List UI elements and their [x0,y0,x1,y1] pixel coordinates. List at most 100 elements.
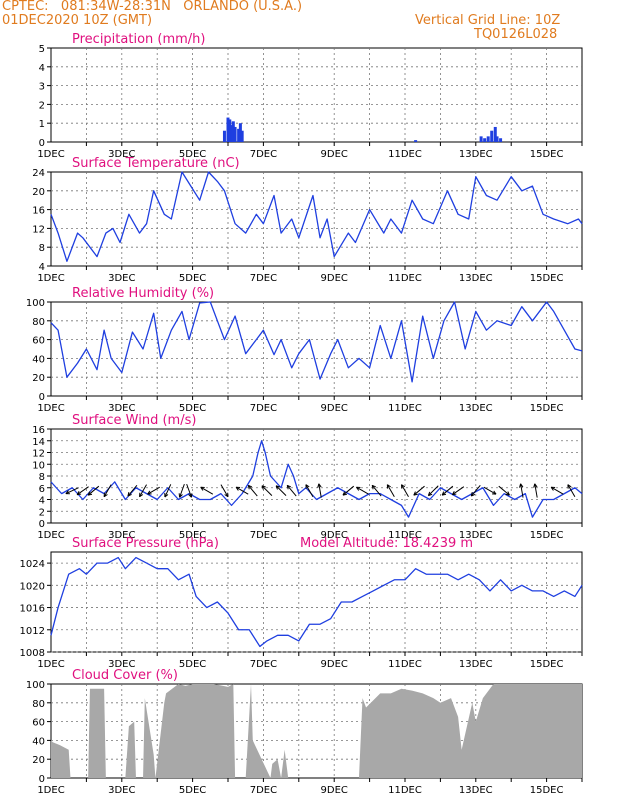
y-tick-label: 20 [32,755,45,766]
wind-arrow-shaft [76,486,89,496]
wind-arrow-head [87,493,93,496]
y-tick-label: 24 [32,168,45,179]
precip-bar [240,130,244,142]
y-tick-label: 3 [39,82,45,93]
wind-arrow-head [305,484,310,488]
wind-arrow-head [317,483,320,488]
x-tick-label: 9DEC [321,659,348,670]
wind-arrow [498,485,510,496]
y-tick-label: 60 [32,336,45,347]
panel-precip: 0 1 2 3 4 5 1DEC 3DEC 5DEC 7DEC 9DEC 11DEC 13DEC 15DE… [37,32,583,160]
y-tick-label: 100 [26,298,45,309]
y-tick-label: 2 [39,507,45,518]
x-tick-label: 9DEC [321,273,348,284]
x-tick-label: 7DEC [250,403,277,414]
wind-arrow-head [224,494,229,498]
wind-arrow-shaft [550,486,564,495]
wind-arrow [533,483,538,498]
wind-arrow-head [235,486,239,491]
wind-arrow-shaft [275,485,287,496]
y-tick-label: 0 [39,138,45,149]
wind-arrow-shaft [103,484,112,497]
wind-arrow-shaft [65,487,79,495]
wind-arrow-head [139,494,144,498]
wind-arrow-head [275,485,278,490]
x-tick-label: 13DEC [459,149,493,160]
header-line-1: CPTEC: 081:34W-28:31N ORLANDO (U.S.A.) [2,0,303,14]
wind-arrow-head [248,484,253,488]
x-tick-label: 15DEC [530,530,564,541]
wind-arrow-shaft [147,486,160,495]
wind-arrow-head [401,484,406,488]
panel-rh: 0 20 40 60 80 100 1DEC 3DEC 5DEC 7DEC 9DEC 11DEC 13D… [26,286,583,414]
wind-arrow-head [519,483,522,488]
wind-arrow-shaft [87,485,100,496]
wind-arrow-head [413,493,418,496]
panel-frame [50,301,583,397]
wind-arrow-shaft [498,485,510,496]
precip-bar [486,136,490,142]
precip-bar [228,119,232,142]
wind-arrow [103,484,112,498]
y-tick-label: 10 [32,460,45,471]
x-tick-label: 5DEC [179,149,206,160]
wind-arrow [220,484,229,498]
wind-arrow [286,484,297,497]
wind-arrow-head [493,490,497,495]
wind-arrow-shaft [179,483,185,498]
x-tick-label: 13DEC [459,659,493,670]
wind-arrow [483,486,497,495]
x-tick-label: 13DEC [459,403,493,414]
wind-arrow-head [147,490,151,495]
header-code: TQ0126L028 [474,27,558,42]
y-tick-label: 5 [39,44,45,55]
panel-frame [50,47,583,143]
wind-arrow [127,485,138,497]
y-tick-label: 40 [32,736,45,747]
wind-arrow [519,483,524,498]
x-tick-label: 5DEC [179,659,206,670]
wind-arrow-head [275,485,281,488]
wind-arrow-head [188,494,192,498]
y-tick-label: 12 [32,449,45,460]
wind-arrow [413,485,425,496]
x-tick-label: 7DEC [250,785,277,796]
wind-arrow-shaft [356,486,369,495]
precip-bar [226,117,230,142]
y-tick-label: 8 [39,243,45,254]
wind-arrow [470,485,481,497]
panel-cloud: 0 20 40 60 80 100 1DEC 3DEC 5DEC 7DEC 9DEC 11DEC 13D… [26,668,583,796]
x-tick-label: 1DEC [37,530,64,541]
wind-arrow-head [287,484,292,488]
wind-arrow-shaft [441,485,454,496]
wind-arrow [317,483,322,498]
wind-arrow-shaft [139,484,147,497]
wind-arrow-head [87,491,91,496]
x-tick-label: 11DEC [388,659,422,670]
wind-arrow-shaft [470,485,481,497]
wind-arrow [235,486,249,495]
y-tick-label: 1020 [20,581,45,592]
precip-bar [493,126,497,142]
wind-arrow-head [371,484,377,488]
wind-arrow-shaft [452,486,465,496]
wind-arrow [305,484,314,497]
panel-title: Surface Pressure (hPa) [72,536,219,551]
x-tick-label: 3DEC [108,785,135,796]
y-tick-label: 20 [32,187,45,198]
precip-bar [233,126,237,142]
wind-arrow [550,486,564,495]
wind-arrow-head [505,493,510,496]
wind-arrow-shaft [342,485,355,496]
precip-bar [414,140,418,142]
wind-arrow-head [342,491,346,496]
wind-arrow-shaft [200,486,214,495]
wind-arrow-head [534,483,538,488]
y-tick-label: 60 [32,718,45,729]
precip-bar [490,130,494,142]
x-tick-label: 1DEC [37,149,64,160]
wind-arrow-head [247,485,250,490]
x-tick-label: 15DEC [530,403,564,414]
y-tick-label: 1 [39,119,45,130]
